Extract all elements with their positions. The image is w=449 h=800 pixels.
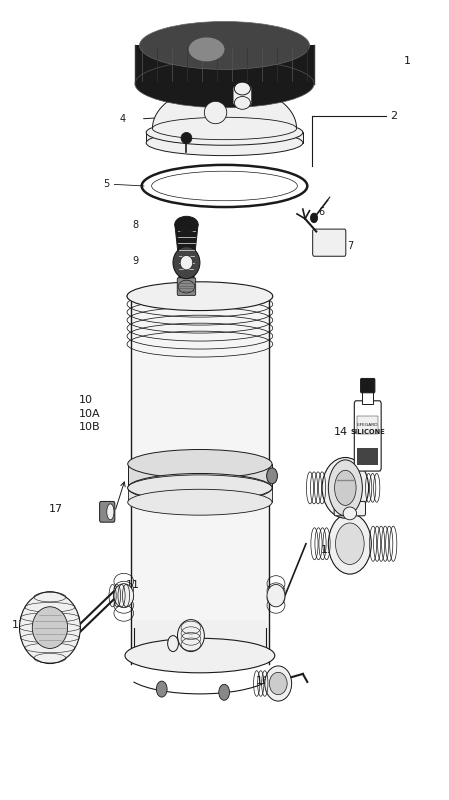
Ellipse shape: [189, 38, 224, 62]
Ellipse shape: [204, 102, 227, 124]
Polygon shape: [152, 85, 297, 129]
Bar: [134, 620, 266, 655]
Ellipse shape: [180, 255, 193, 270]
Text: 15: 15: [321, 482, 335, 491]
Ellipse shape: [173, 246, 200, 278]
Text: 10: 10: [79, 395, 93, 405]
Ellipse shape: [167, 635, 178, 651]
Ellipse shape: [128, 490, 272, 515]
Bar: [357, 416, 378, 434]
FancyBboxPatch shape: [361, 378, 375, 393]
Polygon shape: [175, 224, 198, 282]
Text: 7: 7: [348, 241, 354, 251]
Ellipse shape: [322, 458, 369, 518]
Text: 9: 9: [133, 256, 139, 266]
FancyBboxPatch shape: [177, 278, 196, 295]
FancyBboxPatch shape: [233, 86, 252, 106]
Bar: [131, 296, 269, 663]
Text: 14: 14: [334, 427, 348, 437]
Text: 2: 2: [390, 111, 397, 122]
Text: 11: 11: [126, 580, 140, 590]
Text: 5: 5: [104, 179, 110, 190]
Text: 8: 8: [133, 220, 139, 230]
Text: SILICONE: SILICONE: [350, 429, 385, 435]
Ellipse shape: [328, 514, 371, 574]
Ellipse shape: [140, 22, 309, 70]
Ellipse shape: [335, 470, 356, 506]
Ellipse shape: [177, 620, 204, 651]
Ellipse shape: [310, 213, 317, 222]
Ellipse shape: [32, 606, 68, 649]
Ellipse shape: [175, 216, 198, 232]
Bar: [128, 464, 272, 488]
Ellipse shape: [267, 585, 285, 607]
Bar: [357, 448, 378, 466]
FancyBboxPatch shape: [354, 401, 381, 471]
Ellipse shape: [128, 450, 272, 478]
Text: 6: 6: [318, 206, 325, 217]
Text: 10A: 10A: [79, 409, 101, 418]
Ellipse shape: [146, 130, 303, 156]
Ellipse shape: [234, 82, 251, 95]
Ellipse shape: [128, 474, 272, 502]
Ellipse shape: [156, 681, 167, 697]
Ellipse shape: [335, 523, 364, 565]
Bar: [128, 488, 272, 502]
Text: 10B: 10B: [79, 422, 101, 432]
Ellipse shape: [152, 118, 297, 140]
Bar: [146, 133, 303, 143]
Ellipse shape: [181, 133, 192, 144]
Text: 17: 17: [49, 505, 63, 514]
Ellipse shape: [19, 592, 80, 663]
Ellipse shape: [178, 280, 195, 293]
Ellipse shape: [234, 97, 251, 110]
Bar: [362, 391, 373, 404]
Text: 3: 3: [175, 144, 181, 154]
Ellipse shape: [128, 475, 272, 501]
Text: 4: 4: [119, 114, 125, 124]
FancyBboxPatch shape: [334, 502, 365, 516]
Ellipse shape: [114, 584, 134, 608]
Ellipse shape: [146, 120, 303, 146]
Bar: [135, 46, 314, 84]
Ellipse shape: [328, 460, 362, 516]
Ellipse shape: [135, 60, 314, 108]
Text: 13: 13: [321, 545, 335, 555]
Ellipse shape: [127, 282, 273, 310]
Text: 16: 16: [256, 676, 270, 686]
Text: 11: 11: [245, 291, 257, 301]
Text: 12: 12: [12, 620, 26, 630]
Ellipse shape: [267, 468, 277, 484]
Ellipse shape: [269, 672, 287, 694]
FancyBboxPatch shape: [100, 502, 115, 522]
Ellipse shape: [107, 504, 114, 520]
Text: 1: 1: [404, 56, 410, 66]
Ellipse shape: [343, 507, 357, 520]
Ellipse shape: [265, 666, 292, 701]
Text: LIFEGARD: LIFEGARD: [357, 422, 379, 426]
FancyBboxPatch shape: [313, 229, 346, 256]
Ellipse shape: [125, 638, 275, 673]
Ellipse shape: [219, 684, 229, 700]
